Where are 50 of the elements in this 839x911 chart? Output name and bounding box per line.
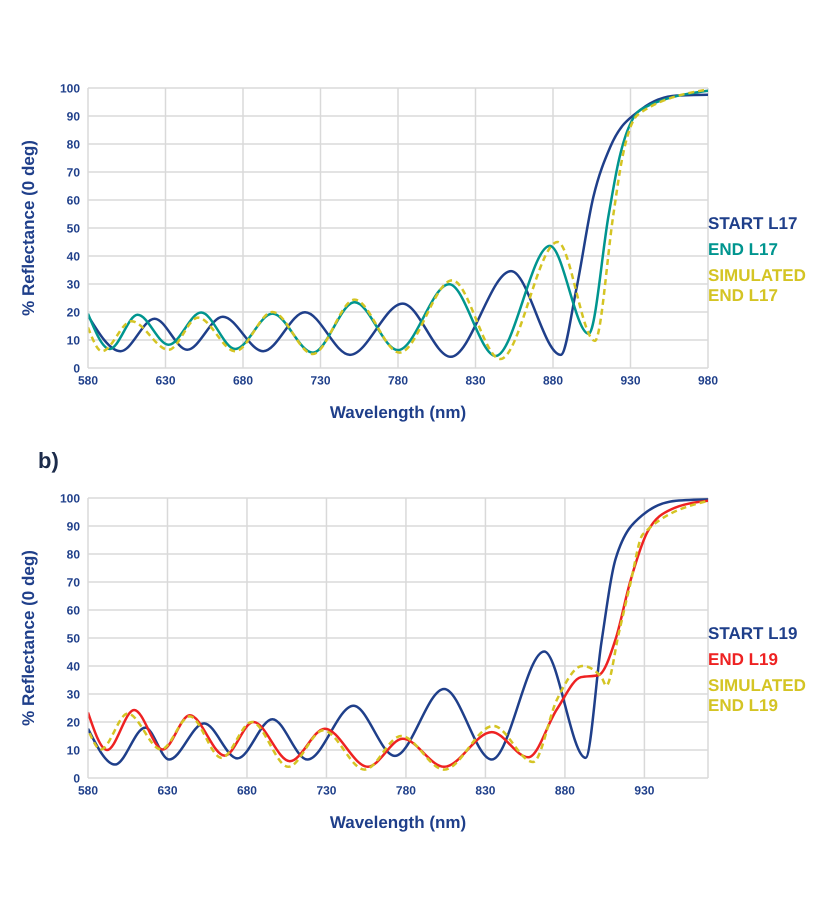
x-tick-label: 680 xyxy=(236,784,258,798)
x-tick-label: 780 xyxy=(396,784,416,798)
y-tick-label: 30 xyxy=(66,687,80,702)
x-tick-label: 830 xyxy=(465,374,486,388)
x-tick-label: 680 xyxy=(232,374,254,388)
y-tick-label: 100 xyxy=(60,81,80,96)
text: START L19 xyxy=(708,624,798,644)
y-tick-label: 20 xyxy=(66,305,80,320)
y-tick-label: 0 xyxy=(73,771,80,786)
y-tick-label: 70 xyxy=(66,165,80,180)
y-tick-label: 100 xyxy=(60,491,80,506)
x-tick-label: 830 xyxy=(475,784,496,798)
x-tick-label: 630 xyxy=(155,374,176,388)
y-tick-label: 60 xyxy=(66,193,80,208)
y-tick-label: 80 xyxy=(66,137,80,152)
y-tick-label: 40 xyxy=(66,659,80,674)
text: SIMULATED END L19 xyxy=(708,676,807,716)
y-tick-label: 90 xyxy=(66,109,80,124)
y-tick-label: 0 xyxy=(73,361,80,376)
y-tick-label: 50 xyxy=(66,221,80,236)
y-tick-label: 10 xyxy=(66,743,80,758)
y-tick-label: 70 xyxy=(66,575,80,590)
y-tick-label: 90 xyxy=(66,519,80,534)
x-tick-label: 630 xyxy=(157,784,178,798)
text: START L17 xyxy=(708,214,798,234)
y-axis-title: % Reflectance (0 deg) xyxy=(19,140,38,316)
y-tick-label: 30 xyxy=(66,277,80,292)
y-tick-label: 10 xyxy=(66,333,80,348)
x-tick-label: 580 xyxy=(78,784,98,798)
y-axis-title: % Reflectance (0 deg) xyxy=(19,550,38,726)
text: END L17 xyxy=(708,240,779,260)
x-tick-label: 880 xyxy=(554,784,576,798)
x-tick-label: 580 xyxy=(78,374,98,388)
y-tick-label: 60 xyxy=(66,603,80,618)
y-tick-label: 80 xyxy=(66,547,80,562)
x-tick-label: 780 xyxy=(388,374,408,388)
y-tick-label: 40 xyxy=(66,249,80,264)
text: SIMULATED END L17 xyxy=(708,266,807,306)
x-tick-label: 930 xyxy=(620,374,641,388)
x-tick-label: 980 xyxy=(698,374,718,388)
x-tick-label: 880 xyxy=(542,374,564,388)
x-tick-label: 730 xyxy=(316,784,337,798)
x-axis-title: Wavelength (nm) xyxy=(330,813,466,832)
y-tick-label: 20 xyxy=(66,715,80,730)
text: END L19 xyxy=(708,650,779,670)
x-tick-label: 930 xyxy=(634,784,655,798)
x-tick-label: 730 xyxy=(310,374,331,388)
x-axis-title: Wavelength (nm) xyxy=(330,403,466,422)
chart-title: b) xyxy=(38,448,60,475)
y-tick-label: 50 xyxy=(66,631,80,646)
